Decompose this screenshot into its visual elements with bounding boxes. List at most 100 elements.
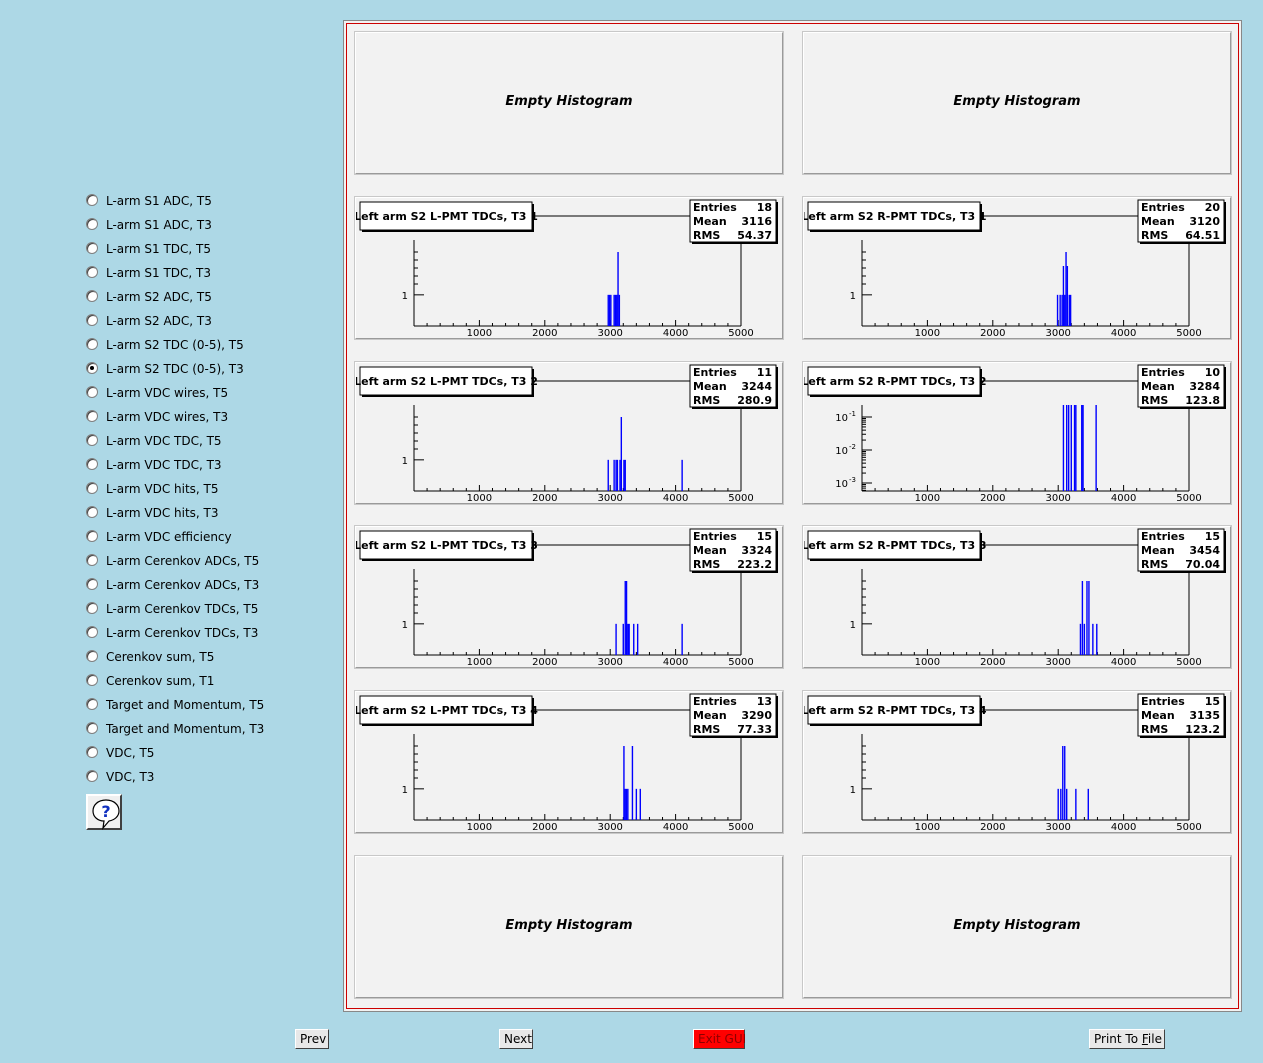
- sidebar-option-label: L-arm VDC hits, T5: [106, 482, 219, 496]
- exit-gui-button[interactable]: Exit GUI: [693, 1029, 746, 1049]
- sidebar-option-label: L-arm S2 TDC (0-5), T5: [106, 338, 244, 352]
- sidebar-option[interactable]: L-arm S1 ADC, T3: [86, 217, 336, 241]
- radio-button[interactable]: [86, 242, 98, 254]
- histogram-title: Left arm S2 L-PMT TDCs, T3 1: [356, 210, 538, 223]
- x-tick-label: 2000: [532, 657, 557, 668]
- radio-button[interactable]: [86, 338, 98, 350]
- sidebar-option[interactable]: Cerenkov sum, T1: [86, 673, 336, 697]
- radio-button[interactable]: [86, 506, 98, 518]
- radio-button[interactable]: [86, 626, 98, 638]
- histogram-pad[interactable]: 1000 2000 3000 4000 5000 1 Left arm S2 R-PMT T…: [802, 196, 1232, 340]
- empty-histogram-pad[interactable]: Empty Histogram: [354, 855, 784, 999]
- histogram-pad[interactable]: 1000 2000 3000 4000 5000 1 Left arm S2 L-PMT T…: [354, 361, 784, 505]
- histogram-pad[interactable]: 1000 2000 3000 4000 5000 1 Left arm S2 L-PMT T…: [354, 525, 784, 669]
- x-tick-label: 2000: [980, 822, 1005, 833]
- sidebar-option-label: L-arm VDC TDC, T5: [106, 434, 222, 448]
- title-box: [807, 366, 981, 396]
- stats-mean-label: Mean: [1141, 544, 1175, 557]
- radio-button[interactable]: [86, 602, 98, 614]
- sidebar-option[interactable]: L-arm S2 TDC (0-5), T3: [86, 361, 336, 385]
- sidebar-option[interactable]: L-arm S1 TDC, T5: [86, 241, 336, 265]
- x-tick-label: 2000: [980, 493, 1005, 504]
- stats-mean-value: 3284: [1189, 380, 1220, 393]
- sidebar-option[interactable]: L-arm S1 ADC, T5: [86, 193, 336, 217]
- radio-button[interactable]: [86, 194, 98, 206]
- histogram-title: Left arm S2 R-PMT TDCs, T3 2: [804, 375, 987, 388]
- radio-button[interactable]: [86, 722, 98, 734]
- sidebar-option[interactable]: L-arm VDC efficiency: [86, 529, 336, 553]
- sidebar-option[interactable]: L-arm Cerenkov ADCs, T3: [86, 577, 336, 601]
- sidebar-option[interactable]: L-arm S2 ADC, T3: [86, 313, 336, 337]
- sidebar-option[interactable]: VDC, T5: [86, 745, 336, 769]
- title-box: [359, 530, 533, 560]
- sidebar-option[interactable]: L-arm VDC hits, T5: [86, 481, 336, 505]
- stats-rms-value: 64.51: [1185, 229, 1220, 242]
- radio-button[interactable]: [86, 434, 98, 446]
- sidebar-option[interactable]: L-arm VDC wires, T5: [86, 385, 336, 409]
- help-button[interactable]: ?: [86, 794, 122, 830]
- histogram-title: Left arm S2 L-PMT TDCs, T3 4: [356, 704, 538, 717]
- x-tick-label: 4000: [663, 822, 688, 833]
- radio-button[interactable]: [86, 458, 98, 470]
- sidebar-option[interactable]: Cerenkov sum, T5: [86, 649, 336, 673]
- next-button[interactable]: Next: [499, 1029, 533, 1049]
- sidebar-option[interactable]: L-arm VDC TDC, T3: [86, 457, 336, 481]
- stats-entries-label: Entries: [1141, 366, 1185, 379]
- empty-histogram-pad[interactable]: Empty Histogram: [354, 31, 784, 175]
- radio-button[interactable]: [86, 314, 98, 326]
- radio-button[interactable]: [86, 482, 98, 494]
- histogram-pad[interactable]: 1000 2000 3000 4000 5000 1 Left arm S2 L-PMT T…: [354, 690, 784, 834]
- x-tick-label: 1000: [915, 328, 940, 339]
- sidebar-option-label: L-arm VDC wires, T3: [106, 410, 229, 424]
- stats-rms-label: RMS: [693, 394, 720, 407]
- radio-button[interactable]: [86, 266, 98, 278]
- sidebar-option[interactable]: L-arm VDC hits, T3: [86, 505, 336, 529]
- radio-button[interactable]: [86, 362, 98, 374]
- print-to-file-button[interactable]: Print To File: [1089, 1029, 1165, 1049]
- empty-histogram-pad[interactable]: Empty Histogram: [802, 855, 1232, 999]
- prev-button[interactable]: Prev: [295, 1029, 329, 1049]
- stats-rms-value: 123.8: [1185, 394, 1220, 407]
- sidebar-option[interactable]: L-arm Cerenkov ADCs, T5: [86, 553, 336, 577]
- radio-button[interactable]: [86, 554, 98, 566]
- sidebar-option[interactable]: L-arm S2 ADC, T5: [86, 289, 336, 313]
- radio-button[interactable]: [86, 770, 98, 782]
- title-box: [359, 695, 533, 725]
- sidebar-option[interactable]: L-arm VDC TDC, T5: [86, 433, 336, 457]
- radio-button[interactable]: [86, 674, 98, 686]
- stats-entries-label: Entries: [1141, 201, 1185, 214]
- x-tick-label: 3000: [597, 657, 622, 668]
- sidebar-option[interactable]: L-arm S1 TDC, T3: [86, 265, 336, 289]
- radio-button[interactable]: [86, 578, 98, 590]
- question-bubble-icon: ?: [92, 799, 120, 830]
- histogram-pad[interactable]: 1000 2000 3000 4000 5000 1 Left arm S2 R-PMT T…: [802, 525, 1232, 669]
- sidebar-option[interactable]: L-arm VDC wires, T3: [86, 409, 336, 433]
- histogram-plot: 1000 2000 3000 4000 5000 1 Left arm S2 L-PMT T…: [356, 364, 778, 504]
- x-tick-label: 2000: [532, 328, 557, 339]
- sidebar-option[interactable]: Target and Momentum, T3: [86, 721, 336, 745]
- histogram-plot: 1000 2000 3000 4000 5000 1 Left arm S2 R-PMT T…: [804, 693, 1226, 833]
- stats-entries-value: 20: [1205, 201, 1221, 214]
- radio-button[interactable]: [86, 650, 98, 662]
- sidebar-option[interactable]: VDC, T3: [86, 769, 336, 793]
- sidebar-option[interactable]: L-arm Cerenkov TDCs, T3: [86, 625, 336, 649]
- radio-button[interactable]: [86, 386, 98, 398]
- histogram-pad[interactable]: 1000 2000 3000 4000 5000 10 -1 10 -2 10 -3 Left arm…: [802, 361, 1232, 505]
- x-tick-label: 3000: [597, 493, 622, 504]
- sidebar-option-label: L-arm VDC efficiency: [106, 530, 232, 544]
- sidebar-option[interactable]: L-arm S2 TDC (0-5), T5: [86, 337, 336, 361]
- radio-button[interactable]: [86, 410, 98, 422]
- radio-button[interactable]: [86, 530, 98, 542]
- stats-box: [1137, 364, 1225, 408]
- x-tick-label: 5000: [728, 493, 753, 504]
- sidebar-option[interactable]: Target and Momentum, T5: [86, 697, 336, 721]
- radio-button[interactable]: [86, 290, 98, 302]
- x-tick-label: 2000: [980, 328, 1005, 339]
- histogram-pad[interactable]: 1000 2000 3000 4000 5000 1 Left arm S2 R-PMT T…: [802, 690, 1232, 834]
- radio-button[interactable]: [86, 698, 98, 710]
- radio-button[interactable]: [86, 746, 98, 758]
- empty-histogram-pad[interactable]: Empty Histogram: [802, 31, 1232, 175]
- radio-button[interactable]: [86, 218, 98, 230]
- histogram-pad[interactable]: 1000 2000 3000 4000 5000 1 Left arm S2 L-PMT T…: [354, 196, 784, 340]
- sidebar-option[interactable]: L-arm Cerenkov TDCs, T5: [86, 601, 336, 625]
